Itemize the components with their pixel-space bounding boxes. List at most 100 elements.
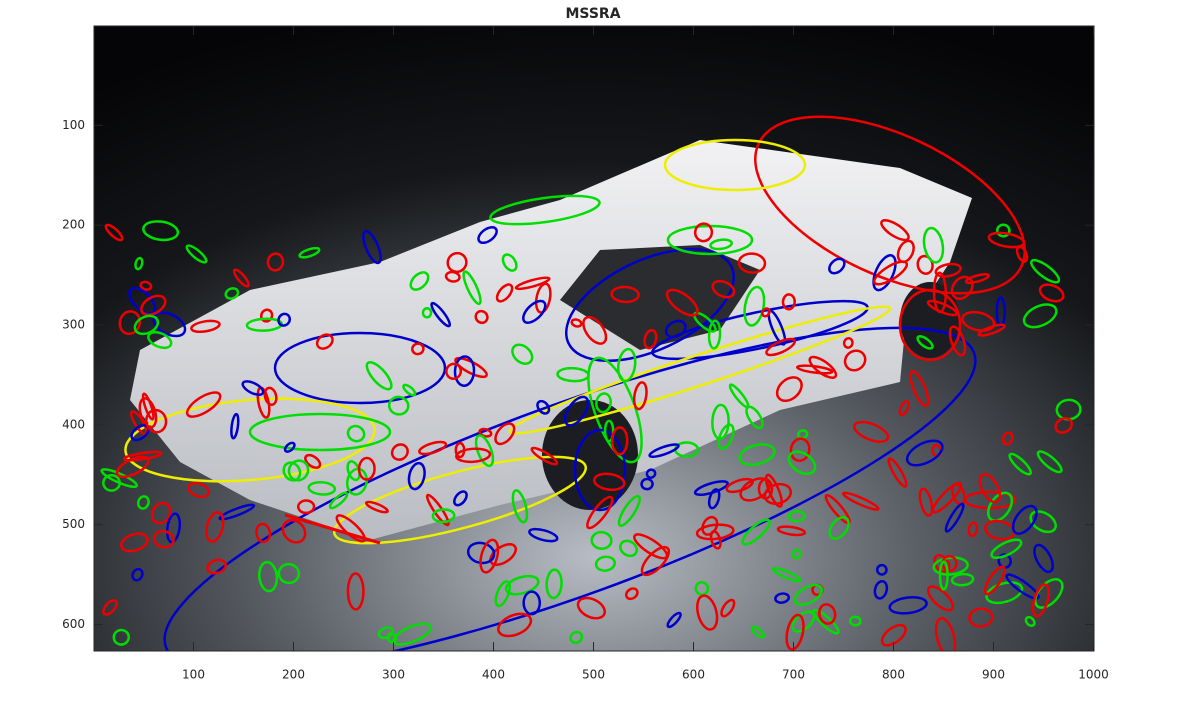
feature-ellipse [944,502,965,533]
feature-ellipse [985,581,1024,605]
feature-ellipse [534,282,552,314]
feature-ellipse [430,301,452,328]
feature-ellipse [573,428,627,512]
feature-ellipse [950,275,974,300]
y-tick-label: 300 [62,318,85,332]
feature-ellipse [453,490,468,507]
feature-ellipse [514,276,551,291]
x-tick-label: 400 [482,668,505,682]
feature-ellipse [990,538,1023,559]
feature-ellipse [643,328,658,350]
feature-ellipse [590,530,613,550]
feature-ellipse [332,455,588,545]
feature-ellipse [968,607,994,628]
feature-ellipse [922,226,945,264]
feature-ellipse [145,408,168,434]
feature-ellipse [298,246,321,259]
feature-ellipse [948,325,967,357]
feature-ellipse [1024,615,1036,628]
feature-ellipse [781,293,796,311]
feature-ellipse [224,287,240,300]
feature-ellipse [818,603,837,625]
feature-ellipse [771,566,802,583]
feature-ellipse [1031,583,1050,618]
image-area [94,26,1094,651]
feature-ellipse [898,288,962,362]
feature-ellipse [474,434,495,468]
feature-ellipse [411,342,425,356]
feature-ellipse [843,349,867,372]
feature-ellipse [787,510,806,523]
feature-ellipse [478,427,493,438]
feature-ellipse [977,323,1006,337]
feature-ellipse [152,529,175,549]
feature-ellipse [997,553,1012,569]
feature-ellipse [648,443,680,459]
feature-ellipse [147,330,173,350]
x-tick-label: 500 [582,668,605,682]
y-tick-label: 100 [62,118,85,132]
feature-ellipse [632,381,648,411]
feature-ellipse [165,512,182,544]
feature-ellipse [785,613,805,651]
feature-ellipse [880,219,910,242]
feature-ellipse [738,443,776,466]
feature-ellipse [273,331,447,405]
feature-ellipse [141,392,155,421]
feature-ellipse [142,220,180,242]
feature-ellipse [926,585,955,612]
feature-ellipse [665,288,699,317]
feature-ellipse [709,238,733,251]
feature-ellipse [489,194,601,226]
feature-ellipse [918,487,934,517]
feature-ellipse [445,362,463,380]
feature-ellipse [791,548,802,560]
feature-ellipse [873,579,889,600]
feature-ellipse [522,299,547,324]
feature-ellipse [104,223,124,242]
feature-ellipse [530,446,559,466]
feature-ellipse [479,538,500,574]
feature-ellipse [754,115,1026,295]
feature-ellipse [120,532,149,553]
feature-ellipse [916,254,934,275]
feature-ellipse [696,594,719,631]
feature-ellipses [100,115,1082,651]
feature-ellipse [663,138,807,192]
feature-ellipse [1005,573,1040,600]
feature-ellipse [501,253,518,272]
feature-ellipse [775,376,803,403]
feature-ellipse [875,563,888,576]
feature-ellipse [258,560,279,593]
feature-ellipse [757,478,774,500]
feature-ellipse [556,366,590,383]
y-tick-label: 500 [62,517,85,531]
feature-ellipse [582,315,608,345]
feature-ellipse [511,489,529,524]
feature-ellipse [787,450,817,476]
feature-ellipse [462,270,482,306]
feature-ellipse [616,347,637,383]
feature-ellipse [645,468,657,479]
feature-ellipse [364,500,389,514]
feature-ellipse [545,568,563,600]
feature-ellipse [124,397,376,483]
feature-ellipse [466,541,496,565]
feature-ellipse [134,256,144,271]
feature-ellipse [248,412,392,452]
feature-ellipse [593,472,626,492]
feature-ellipse [793,583,824,606]
feature-ellipse [136,495,150,510]
feature-ellipse [328,491,349,510]
feature-ellipse [277,312,292,327]
feature-ellipse [187,482,211,499]
feature-ellipse [102,599,118,616]
feature-ellipse [241,380,265,396]
y-tick-label: 600 [62,617,85,631]
feature-ellipse [390,443,409,461]
feature-ellipse [934,262,962,278]
feature-ellipse [693,311,717,333]
feature-ellipse [828,257,846,275]
feature-ellipse [841,491,880,511]
feature-ellipse [640,545,671,577]
